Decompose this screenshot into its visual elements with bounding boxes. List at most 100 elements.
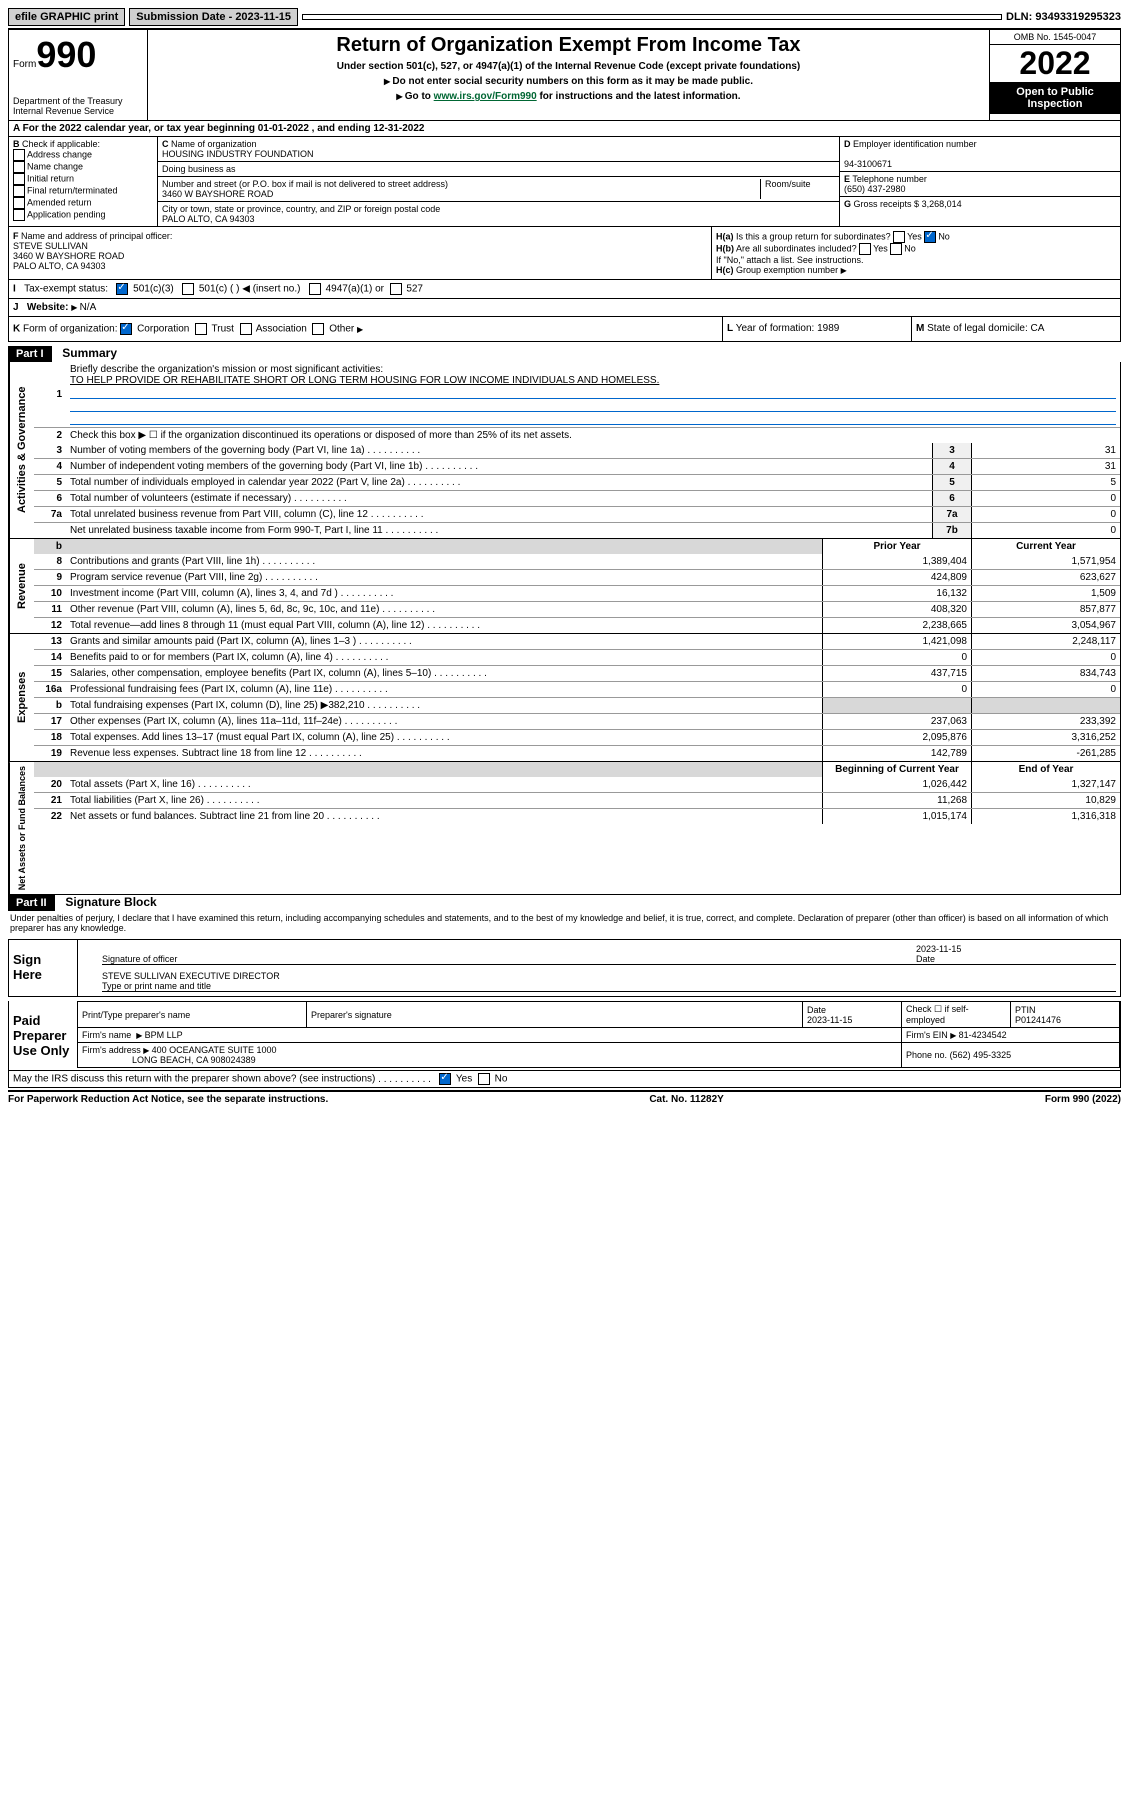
hdr-prior: Prior Year <box>823 539 972 554</box>
checkbox[interactable] <box>13 149 25 161</box>
hdr-current: Current Year <box>972 539 1121 554</box>
checkbox[interactable] <box>13 185 25 197</box>
checkbox-checked[interactable] <box>924 231 936 243</box>
irs-link[interactable]: www.irs.gov/Form990 <box>434 91 537 102</box>
officer-addr1: 3460 W BAYSHORE ROAD <box>13 251 124 261</box>
sign-here-label: Sign Here <box>9 940 77 996</box>
checkbox-checked[interactable] <box>120 323 132 335</box>
type-label: Type or print name and title <box>102 981 211 991</box>
sig-date: 2023-11-15 <box>916 944 961 954</box>
phone: (650) 437-2980 <box>844 184 906 194</box>
prep-name-label: Print/Type preparer's name <box>82 1010 190 1020</box>
k-label: Form of organization: <box>23 324 118 335</box>
open-public: Open to Public Inspection <box>990 82 1120 114</box>
dept-label: Department of the Treasury Internal Reve… <box>13 96 143 116</box>
vlabel-revenue: Revenue <box>9 539 34 633</box>
part2-badge: Part II <box>8 895 55 911</box>
firm-addr-label: Firm's address <box>82 1045 141 1055</box>
discuss-row: May the IRS discuss this return with the… <box>8 1071 1121 1088</box>
part2-header: Part II Signature Block <box>8 895 1121 911</box>
checkbox[interactable] <box>13 173 25 185</box>
i-label: Tax-exempt status: <box>24 284 108 295</box>
i-opt2: 501(c) ( ) <box>199 284 240 295</box>
checkbox[interactable] <box>312 323 324 335</box>
website: N/A <box>80 302 97 313</box>
date-label: Date <box>916 954 935 964</box>
footer-left: For Paperwork Reduction Act Notice, see … <box>8 1094 328 1105</box>
arrow-icon <box>396 91 404 102</box>
header-title: Return of Organization Exempt From Incom… <box>152 34 985 57</box>
checkbox[interactable] <box>13 209 25 221</box>
firm-name: BPM LLP <box>145 1030 183 1040</box>
firm-name-label: Firm's name <box>82 1030 131 1040</box>
checkbox[interactable] <box>182 283 194 295</box>
form-label: Form <box>13 59 36 70</box>
prep-date-label: Date <box>807 1005 826 1015</box>
part1-header: Part I Summary <box>8 346 1121 362</box>
opt-amended: Amended return <box>27 197 92 207</box>
checkbox[interactable] <box>890 243 902 255</box>
checkbox[interactable] <box>309 283 321 295</box>
firm-ein-label: Firm's EIN <box>906 1030 948 1040</box>
k-opt0: Corporation <box>137 324 189 335</box>
header-subtitle: Under section 501(c), 527, or 4947(a)(1)… <box>152 61 985 72</box>
org-addr: 3460 W BAYSHORE ROAD <box>162 189 273 199</box>
arrow-icon <box>357 324 363 335</box>
firm-ein: 81-4234542 <box>959 1030 1007 1040</box>
checkbox[interactable] <box>13 161 25 173</box>
hc-label: Group exemption number <box>736 265 838 275</box>
opt-final: Final return/terminated <box>27 185 118 195</box>
officer-addr2: PALO ALTO, CA 94303 <box>13 261 106 271</box>
ein: 94-3100671 <box>844 159 892 169</box>
f-label: Name and address of principal officer: <box>21 231 172 241</box>
arrow-icon <box>143 1045 151 1055</box>
l-label: Year of formation: <box>736 323 815 334</box>
gross: 3,268,014 <box>922 199 962 209</box>
checkbox[interactable] <box>195 323 207 335</box>
tax-year: 2022 <box>990 45 1120 82</box>
note2-post: for instructions and the latest informat… <box>537 91 741 102</box>
section-fh: F Name and address of principal officer:… <box>8 227 1121 280</box>
checkbox[interactable] <box>478 1073 490 1085</box>
declaration: Under penalties of perjury, I declare th… <box>8 911 1121 935</box>
m-label: State of legal domicile: <box>927 323 1028 334</box>
firm-addr2: LONG BEACH, CA 908024389 <box>132 1055 256 1065</box>
opt-app: Application pending <box>27 209 106 219</box>
room-label: Room/suite <box>765 179 811 189</box>
c-name-label: Name of organization <box>171 139 257 149</box>
yes-label: Yes <box>456 1074 472 1085</box>
checkbox[interactable] <box>390 283 402 295</box>
preparer-section: Paid Preparer Use Only Print/Type prepar… <box>8 1001 1121 1071</box>
submission-btn[interactable]: Submission Date - 2023-11-15 <box>129 8 298 26</box>
officer-printed: STEVE SULLIVAN EXECUTIVE DIRECTOR <box>102 971 280 981</box>
dba-label: Doing business as <box>162 164 236 174</box>
sign-section: Sign Here Signature of officer 2023-11-1… <box>8 939 1121 997</box>
checkbox-checked[interactable] <box>439 1073 451 1085</box>
arrow-icon <box>71 302 79 313</box>
gross-label: Gross receipts $ <box>854 199 920 209</box>
i-opt4: 527 <box>406 284 423 295</box>
omb-number: OMB No. 1545-0047 <box>990 30 1120 45</box>
check-label: Check ☐ if self-employed <box>906 1004 969 1025</box>
footer-mid: Cat. No. 11282Y <box>649 1094 723 1105</box>
ha-label: Is this a group return for subordinates? <box>736 231 891 241</box>
arrow-icon <box>136 1030 144 1040</box>
part2-title: Signature Block <box>65 895 156 909</box>
i-opt1: 501(c)(3) <box>133 284 174 295</box>
checkbox[interactable] <box>859 243 871 255</box>
hdr-begin: Beginning of Current Year <box>823 762 972 777</box>
org-name: HOUSING INDUSTRY FOUNDATION <box>162 149 314 159</box>
efile-btn[interactable]: efile GRAPHIC print <box>8 8 125 26</box>
checkbox[interactable] <box>240 323 252 335</box>
checkbox[interactable] <box>13 197 25 209</box>
row-klm: K Form of organization: Corporation Trus… <box>8 317 1121 342</box>
opt-name: Name change <box>27 161 83 171</box>
officer-name: STEVE SULLIVAN <box>13 241 88 251</box>
b-label: Check if applicable: <box>22 139 100 149</box>
form-number: 990 <box>36 34 96 75</box>
checkbox-checked[interactable] <box>116 283 128 295</box>
prep-phone: (562) 495-3325 <box>950 1050 1012 1060</box>
checkbox[interactable] <box>893 231 905 243</box>
hdr-end: End of Year <box>972 762 1121 777</box>
i-opt3: 4947(a)(1) or <box>326 284 384 295</box>
